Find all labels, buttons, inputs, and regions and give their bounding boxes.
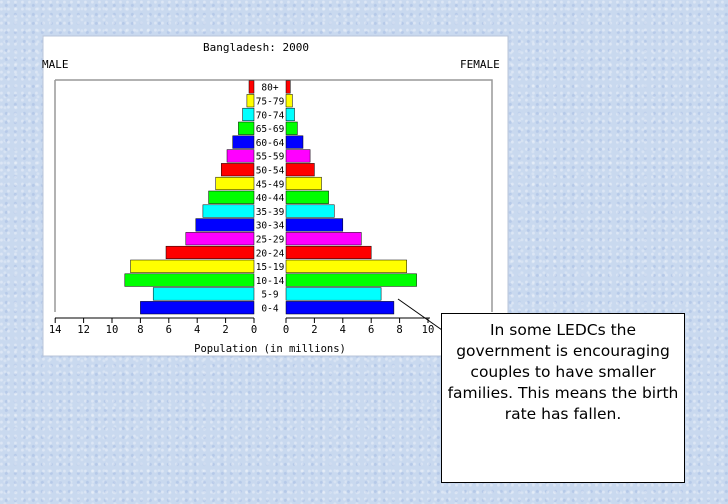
male-bar-25-29 (185, 232, 255, 246)
male-tick-label-0: 0 (251, 324, 257, 336)
female-bar-50-54 (285, 163, 315, 177)
x-axis-label: Population (in millions) (194, 343, 346, 355)
female-bar-45-49 (285, 176, 322, 191)
female-bar-40-44 (285, 190, 329, 204)
male-bar-75-79 (246, 94, 255, 108)
male-bar-70-74 (242, 107, 255, 122)
male-bar-80+ (248, 80, 255, 94)
age-label-30-34: 30-34 (256, 221, 285, 232)
age-label-5-9: 5-9 (261, 290, 278, 301)
male-tick-label-6: 6 (166, 324, 172, 336)
female-bar-25-29 (285, 232, 362, 246)
age-label-75-79: 75-79 (256, 97, 285, 108)
male-tick-label-14: 14 (49, 324, 62, 336)
female-tick-label-4: 4 (340, 324, 346, 336)
age-label-0-4: 0-4 (261, 304, 278, 315)
age-label-40-44: 40-44 (256, 193, 285, 204)
male-bar-15-19 (130, 259, 255, 273)
male-tick-label-8: 8 (137, 324, 143, 336)
female-bar-65-69 (285, 121, 298, 135)
male-bar-5-9 (152, 287, 255, 301)
female-tick-label-6: 6 (368, 324, 374, 336)
age-label-25-29: 25-29 (256, 235, 285, 246)
female-label: FEMALE (460, 58, 500, 71)
chart-title: Bangladesh: 2000 (203, 41, 309, 54)
female-bar-0-4 (285, 301, 395, 315)
female-bar-60-64 (285, 135, 304, 149)
male-bar-10-14 (124, 273, 255, 287)
male-tick-label-2: 2 (222, 324, 228, 336)
age-label-20-24: 20-24 (256, 248, 285, 259)
male-bar-55-59 (226, 149, 255, 163)
male-bar-60-64 (232, 135, 255, 149)
age-label-35-39: 35-39 (256, 207, 285, 218)
annotation-text: In some LEDCs the government is encourag… (447, 321, 679, 423)
age-label-55-59: 55-59 (256, 152, 285, 163)
male-bar-0-4 (140, 301, 255, 315)
male-bar-20-24 (165, 245, 255, 260)
female-tick-label-8: 8 (396, 324, 402, 336)
male-tick-label-4: 4 (194, 324, 200, 336)
annotation-textbox: In some LEDCs the government is encourag… (441, 313, 685, 483)
callout-pointer (397, 298, 443, 331)
age-label-70-74: 70-74 (256, 110, 285, 121)
age-label-50-54: 50-54 (256, 166, 285, 177)
age-label-65-69: 65-69 (256, 124, 285, 135)
female-bar-70-74 (285, 107, 295, 122)
male-bar-40-44 (208, 190, 255, 204)
female-bar-5-9 (285, 287, 382, 301)
female-bar-10-14 (285, 273, 417, 287)
age-label-60-64: 60-64 (256, 138, 285, 149)
plot-frame (54, 79, 493, 312)
female-bar-75-79 (285, 94, 293, 108)
female-tick-label-0: 0 (283, 324, 289, 336)
male-bar-35-39 (202, 204, 255, 218)
female-tick-label-10: 10 (422, 324, 435, 336)
female-bar-35-39 (285, 204, 335, 218)
female-bar-80+ (285, 80, 291, 94)
male-bar-50-54 (221, 163, 255, 177)
female-bar-20-24 (285, 245, 372, 260)
male-tick-label-12: 12 (77, 324, 90, 336)
female-bar-30-34 (285, 218, 344, 232)
female-bar-15-19 (285, 259, 407, 273)
chart-frame (42, 35, 509, 357)
male-bar-65-69 (238, 121, 255, 135)
age-label-80+: 80+ (261, 83, 278, 94)
age-label-10-14: 10-14 (256, 276, 285, 287)
age-label-45-49: 45-49 (256, 179, 285, 190)
male-bar-45-49 (215, 176, 255, 191)
male-bar-30-34 (195, 218, 255, 232)
male-label: MALE (42, 58, 69, 71)
male-tick-label-10: 10 (106, 324, 119, 336)
female-tick-label-2: 2 (311, 324, 317, 336)
female-bar-55-59 (285, 149, 311, 163)
age-label-15-19: 15-19 (256, 262, 285, 273)
